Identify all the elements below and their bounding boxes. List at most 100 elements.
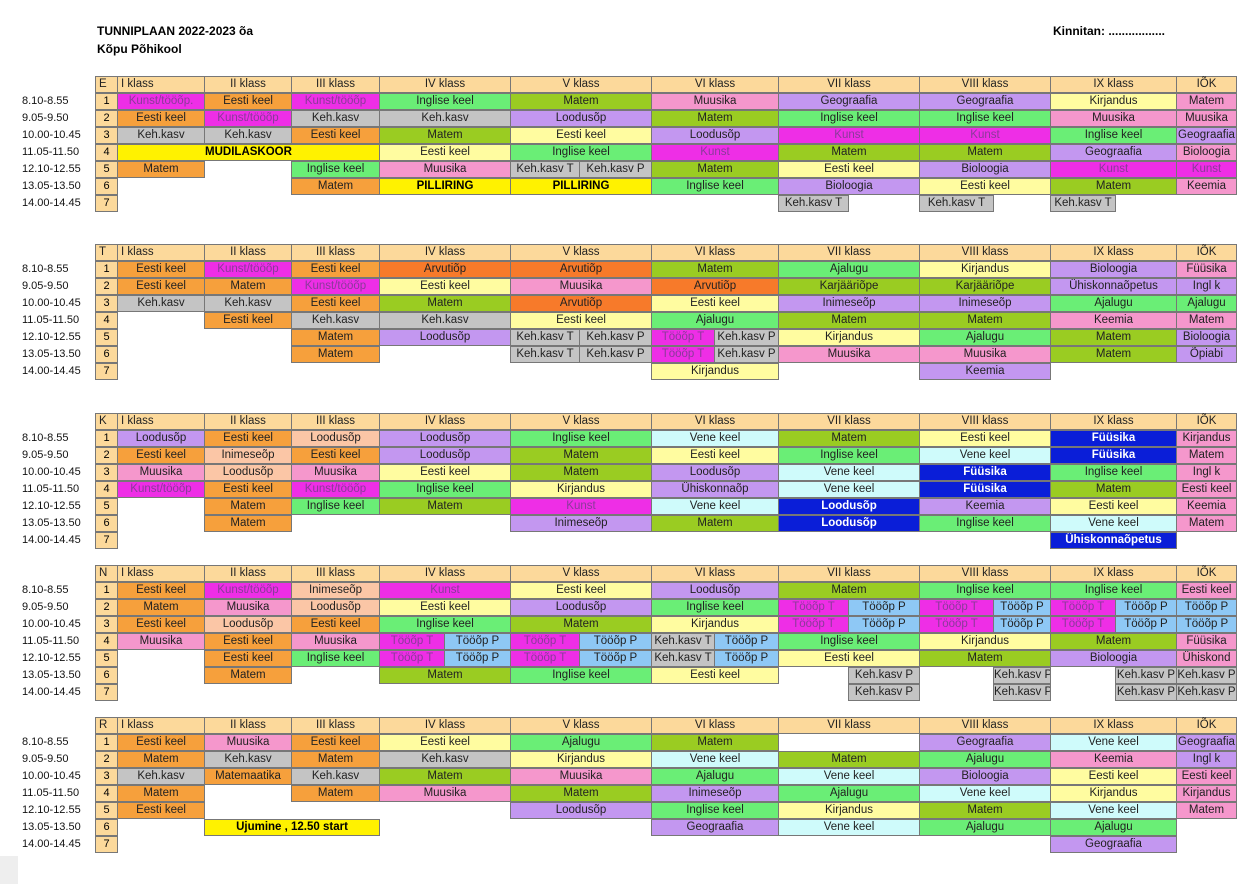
lesson-cell: Ujumine , 12.50 start	[204, 819, 380, 836]
lesson-cell: Kunst/tööõp	[291, 278, 380, 295]
class-header: V klass	[510, 244, 652, 261]
lesson-cell: Inglise keel	[379, 481, 511, 498]
lesson-cell: Loodusõp	[778, 515, 920, 532]
lesson-cell: Füüsika	[919, 481, 1051, 498]
lesson-cell: Eesti keel	[651, 667, 779, 684]
lesson-cell: Keh.kasv	[204, 751, 292, 768]
lesson-number: 4	[95, 312, 118, 329]
lesson-cell	[919, 836, 1051, 853]
lesson-cell: Loodusõp	[117, 430, 205, 447]
lesson-number: 6	[95, 819, 118, 836]
lesson-cell: Matem	[1176, 515, 1237, 532]
lesson-cell: Kunst/tööõp	[117, 481, 205, 498]
lesson-cell: Keh.kasv	[204, 295, 292, 312]
lesson-cell: Matem	[1176, 93, 1237, 110]
lesson-cell: Ingl k	[1176, 751, 1237, 768]
lesson-number: 7	[95, 532, 118, 549]
day-letter: T	[95, 244, 118, 261]
lesson-cell: Ajalugu	[778, 785, 920, 802]
lesson-cell: Keh.kasv T	[1050, 195, 1116, 212]
lesson-cell: Matemaatika	[204, 768, 292, 785]
lesson-cell: Ingl k	[1176, 278, 1237, 295]
class-header: IÕK	[1176, 717, 1237, 734]
lesson-cell: Inglise keel	[291, 650, 380, 667]
lesson-cell: Keh.kasv P	[848, 667, 920, 684]
lesson-cell: Eesti keel	[510, 127, 652, 144]
lesson-cell: Inglise keel	[778, 447, 920, 464]
lesson-cell: Keh.kasv	[291, 768, 380, 785]
class-header: VII klass	[778, 717, 920, 734]
lesson-cell: Loodusõp	[778, 498, 920, 515]
lesson-cell	[510, 363, 652, 380]
lesson-cell: Inglise keel	[778, 633, 920, 650]
class-header: II klass	[204, 565, 292, 582]
lesson-cell: Eesti keel	[204, 312, 292, 329]
lesson-cell: Tööõp T	[1050, 599, 1116, 616]
lesson-cell: Kirjandus	[1176, 785, 1237, 802]
lesson-cell: Keh.kasv P	[714, 346, 779, 363]
lesson-cell: Keh.kasv P	[579, 346, 652, 363]
class-header: II klass	[204, 244, 292, 261]
lesson-cell: Tööõp P	[848, 599, 920, 616]
lesson-cell: Matem	[651, 261, 779, 278]
lesson-number: 1	[95, 582, 118, 599]
lesson-cell: Eesti keel	[117, 447, 205, 464]
lesson-cell: Geograafia	[919, 734, 1051, 751]
lesson-cell: Muusika	[117, 464, 205, 481]
lesson-cell: Eesti keel	[204, 650, 292, 667]
lesson-cell	[379, 195, 511, 212]
lesson-cell: Keh.kasv T	[510, 329, 580, 346]
lesson-cell: Arvutiõp	[510, 261, 652, 278]
lesson-cell	[1050, 195, 1177, 212]
lesson-cell	[204, 802, 292, 819]
lesson-cell: Eesti keel	[651, 447, 779, 464]
lesson-cell: Ajalugu	[778, 261, 920, 278]
lesson-number: 5	[95, 498, 118, 515]
lesson-cell: Kunst	[651, 144, 779, 161]
lesson-cell: Eesti keel	[291, 127, 380, 144]
lesson-cell	[204, 836, 292, 853]
lesson-cell	[291, 667, 380, 684]
lesson-cell	[1176, 363, 1237, 380]
lesson-number: 1	[95, 734, 118, 751]
time-slot: 12.10-12.55	[22, 331, 81, 343]
lesson-cell: Kirjandus	[510, 481, 652, 498]
lesson-cell: Keh.kasv T	[510, 161, 580, 178]
lesson-cell: Matem	[117, 785, 205, 802]
lesson-cell: Keh.kasv P	[1115, 684, 1177, 701]
lesson-cell: Inglise keel	[510, 667, 652, 684]
lesson-cell: Inglise keel	[291, 498, 380, 515]
lesson-cell: Füüsika	[1050, 430, 1177, 447]
class-header: I klass	[117, 244, 205, 261]
lesson-cell: Geograafia	[1176, 127, 1237, 144]
lesson-cell: Matem	[1176, 312, 1237, 329]
lesson-cell: Keh.kasv	[117, 295, 205, 312]
lesson-number: 2	[95, 278, 118, 295]
lesson-cell: Matem	[778, 312, 920, 329]
class-header: IX klass	[1050, 565, 1177, 582]
lesson-cell: Keh.kasv T	[778, 195, 849, 212]
lesson-cell: Ühiskonnaõpetus	[1050, 532, 1177, 549]
lesson-cell: Inglise keel	[1050, 127, 1177, 144]
lesson-cell: Inglise keel	[510, 430, 652, 447]
lesson-cell: Kirjandus	[1050, 785, 1177, 802]
lesson-number: 5	[95, 329, 118, 346]
lesson-cell: Ühiskonnaõpetus	[1050, 278, 1177, 295]
lesson-cell	[117, 498, 205, 515]
time-slot: 14.00-14.45	[22, 197, 81, 209]
class-header: III klass	[291, 413, 380, 430]
lesson-cell	[291, 802, 380, 819]
lesson-cell	[117, 667, 205, 684]
lesson-cell: Matem	[379, 295, 511, 312]
lesson-cell: Kirjandus	[1050, 93, 1177, 110]
lesson-cell: Eesti keel	[117, 582, 205, 599]
lesson-cell: Eesti keel	[778, 161, 920, 178]
time-slot: 8.10-8.55	[22, 736, 69, 748]
lesson-cell: Inimeseõp	[510, 515, 652, 532]
lesson-cell: Ajalugu	[510, 734, 652, 751]
lesson-number: 6	[95, 178, 118, 195]
time-slot: 13.05-13.50	[22, 517, 81, 529]
lesson-number: 2	[95, 599, 118, 616]
lesson-number: 7	[95, 684, 118, 701]
time-slot: 10.00-10.45	[22, 618, 81, 630]
